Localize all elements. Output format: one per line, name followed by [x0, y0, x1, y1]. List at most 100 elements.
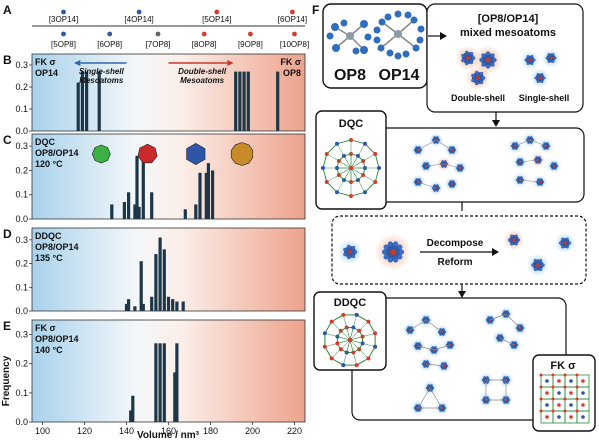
- cluster-bead: [506, 310, 509, 313]
- histogram-bar: [133, 306, 137, 311]
- arrow-down-icon: [492, 120, 500, 127]
- ddqc-cluster-diagram: [402, 306, 528, 416]
- cluster-bead: [436, 349, 439, 351]
- cluster-bead: [426, 360, 429, 363]
- panel-caption-line: OP14: [35, 68, 58, 78]
- cluster-bead: [465, 50, 469, 55]
- cluster-bead: [381, 249, 387, 255]
- cluster-bead: [471, 73, 475, 78]
- panel-letter-e: E: [3, 319, 11, 333]
- histogram-bar: [124, 303, 129, 311]
- cluster-bead: [520, 176, 523, 179]
- cluster-center: [465, 55, 471, 61]
- cluster-bead: [517, 163, 520, 166]
- cluster-bead: [423, 360, 426, 363]
- decompose-reform-box: [331, 215, 587, 285]
- cluster-bead: [508, 313, 511, 315]
- y-tick-label: 0.2: [15, 165, 28, 175]
- histogram-bar: [150, 192, 154, 219]
- cluster-link: [505, 313, 521, 329]
- cluster-bead: [546, 142, 549, 145]
- histogram-bar: [198, 172, 202, 219]
- panel-caption-line: OP8/OP14: [35, 242, 79, 252]
- cluster-bead: [428, 319, 431, 321]
- marker-label-top-0: [3OP14]: [49, 15, 78, 24]
- x-tick-label: 220: [287, 426, 302, 436]
- cluster-bead: [407, 331, 410, 334]
- cluster-bead: [487, 316, 490, 319]
- cluster-bead: [522, 327, 525, 329]
- cluster-bead: [516, 344, 519, 346]
- cluster-bead: [537, 178, 540, 181]
- cluster-bead: [551, 162, 554, 165]
- tiling-edge: [350, 143, 366, 169]
- y-tick-label: 0.0: [15, 417, 28, 427]
- cluster-bead: [517, 145, 520, 147]
- histogram-bar: [127, 192, 131, 219]
- cluster-bead: [433, 189, 436, 192]
- tiling-node: [581, 379, 585, 383]
- histogram-bar: [276, 71, 280, 131]
- tiling-node: [322, 331, 327, 336]
- cluster-bead: [481, 379, 484, 381]
- fks-tiling-box: [532, 354, 596, 432]
- marker-label-bottom-4: [9OP8]: [238, 40, 263, 49]
- marker-dot-bottom-2: [155, 31, 161, 37]
- cluster-bead: [531, 263, 535, 267]
- x-tick-label: 200: [245, 426, 260, 436]
- cluster-bead: [539, 267, 543, 272]
- cluster-bead: [536, 80, 540, 83]
- histogram-bar: [194, 204, 198, 219]
- panel-caption-right-line: OP8: [283, 68, 301, 78]
- tiling-node: [563, 397, 567, 401]
- tiling-edge: [331, 321, 351, 341]
- cluster-bead: [460, 164, 463, 167]
- cluster-bead: [423, 321, 426, 324]
- fks-tiling-diagram: [539, 373, 590, 424]
- cluster-bead: [483, 396, 486, 399]
- cluster-bead: [490, 316, 493, 319]
- double-shell-text: Double-shell: [178, 67, 227, 76]
- x-axis-title: Volume / nm³: [137, 430, 200, 441]
- tiling-edge: [324, 333, 351, 341]
- cluster-bead: [533, 267, 537, 272]
- panel-caption-right-line: FK σ: [280, 57, 301, 67]
- cluster-bead: [547, 60, 551, 63]
- cluster-center: [563, 241, 567, 245]
- dqc-cluster: [444, 176, 460, 192]
- cluster-bead: [383, 244, 389, 250]
- cluster-bead: [433, 184, 436, 187]
- histogram-bar: [154, 254, 158, 311]
- cluster-bead: [413, 345, 416, 347]
- cluster-bead: [500, 334, 503, 337]
- tiling-edge: [349, 339, 357, 366]
- cluster-bead: [506, 396, 509, 399]
- marker-dot-bottom-4: [248, 31, 253, 37]
- cluster-bead: [393, 257, 399, 263]
- dqc-cluster-diagram: [410, 132, 562, 196]
- tiling-node: [569, 379, 573, 383]
- cluster-bead: [479, 71, 484, 76]
- cluster-bead: [517, 158, 520, 161]
- y-tick-label: 0.3: [15, 235, 28, 245]
- tiling-node: [551, 373, 555, 377]
- histogram-bar: [131, 395, 135, 422]
- cluster-center: [538, 76, 542, 80]
- cluster-bead: [418, 342, 421, 345]
- histogram-bar: [181, 301, 185, 311]
- panel-caption-line: DDQC: [35, 231, 62, 241]
- tiling-node: [373, 180, 378, 184]
- single-cluster: [337, 239, 363, 265]
- y-tick-label: 0.1: [15, 104, 28, 114]
- cluster-bead: [538, 161, 541, 164]
- histogram-bar: [141, 303, 145, 311]
- op14-label: OP14: [379, 67, 420, 84]
- cluster-bead: [434, 351, 437, 354]
- histogram-bar: [175, 343, 179, 422]
- cluster-bead: [535, 161, 538, 164]
- tiling-node: [545, 391, 549, 395]
- y-tick-label: 0.1: [15, 282, 28, 292]
- cluster-bead: [486, 381, 489, 384]
- cluster-bead: [460, 169, 463, 172]
